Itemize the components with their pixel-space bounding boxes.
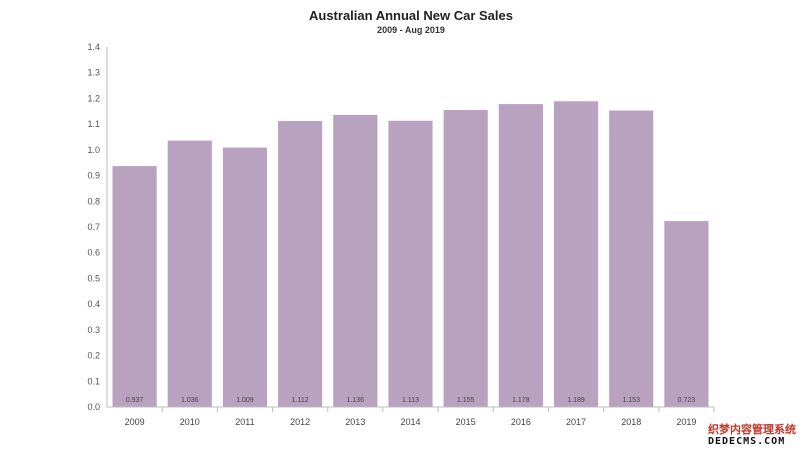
data-label: 1.112 (292, 397, 309, 404)
y-tick-label: 0.6 (87, 248, 100, 258)
data-label: 1.189 (567, 397, 585, 404)
data-label: 1.036 (181, 397, 199, 404)
x-tick-label: 2010 (180, 417, 200, 427)
bar (333, 114, 378, 407)
y-tick-label: 1.4 (87, 42, 100, 52)
bar (222, 147, 268, 408)
y-tick-label: 0.9 (87, 171, 100, 181)
y-tick-label: 0.3 (87, 325, 100, 335)
y-axis: 0.0 0.1 0.2 0.3 0.4 0.5 0.6 0.7 0.8 0.9 1.0 1.1 1.2 1… (87, 42, 108, 412)
x-tick-label: 2019 (676, 417, 696, 427)
data-label: 1.178 (512, 397, 530, 404)
x-tick-label: 2011 (235, 417, 254, 427)
data-label: 1.009 (236, 397, 254, 404)
bar (664, 221, 709, 407)
watermark: 织梦内容管理系统 DEDECMS.COM (704, 421, 800, 449)
y-tick-label: 1.0 (87, 145, 100, 155)
x-tick-label: 2013 (345, 417, 365, 427)
y-tick-label: 0.5 (87, 273, 100, 283)
bar (498, 104, 543, 407)
y-tick-label: 0.1 (87, 376, 100, 386)
x-tick-label: 2009 (125, 417, 145, 427)
chart-title: Australian Annual New Car Sales (309, 8, 513, 23)
data-label: 1.153 (622, 397, 640, 404)
data-label: 0.723 (678, 397, 696, 404)
x-tick-label: 2016 (511, 417, 531, 427)
y-tick-label: 0.8 (87, 196, 100, 206)
bar (388, 120, 433, 408)
y-tick-label: 0.4 (87, 299, 100, 309)
bar (112, 166, 157, 407)
x-tick-label: 2014 (400, 417, 420, 427)
y-tick-label: 1.3 (87, 68, 100, 78)
y-tick-label: 0.2 (87, 351, 100, 361)
bars: 0.937 1.036 1.009 1.112 1.136 1.113 1.155 1.178… (112, 101, 709, 408)
bar (278, 121, 323, 408)
data-label: 0.937 (126, 397, 144, 404)
bar (167, 140, 212, 407)
x-tick-label: 2017 (566, 417, 586, 427)
y-tick-label: 0.7 (87, 222, 100, 232)
watermark-line2: DEDECMS.COM (708, 436, 786, 447)
bar (553, 101, 599, 407)
chart-subtitle: 2009 - Aug 2019 (377, 25, 445, 35)
watermark-line1: 织梦内容管理系统 (708, 422, 796, 436)
x-axis: 2009 2010 2011 2012 2013 2014 2015 2016 2017 2018… (107, 406, 715, 427)
data-label: 1.155 (457, 397, 475, 404)
y-tick-label: 0.0 (87, 402, 100, 412)
data-label: 1.136 (347, 397, 365, 404)
data-label: 1.113 (402, 397, 419, 404)
bar (609, 110, 654, 407)
x-tick-label: 2018 (621, 417, 641, 427)
x-tick-label: 2012 (290, 417, 310, 427)
bar (443, 110, 488, 407)
y-tick-label: 1.1 (87, 119, 100, 129)
y-tick-label: 1.2 (87, 93, 100, 103)
x-tick-label: 2015 (456, 417, 476, 427)
